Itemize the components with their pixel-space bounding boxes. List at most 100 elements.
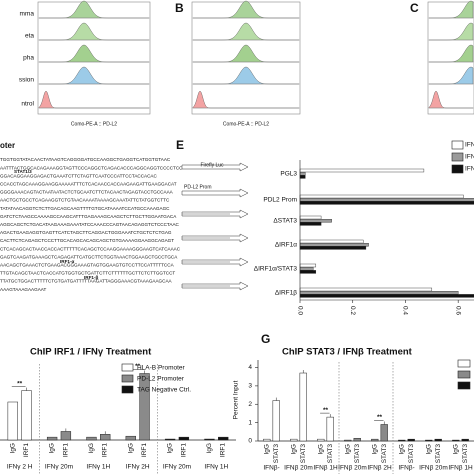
chart-title: ChIP IRF1 / IFNγ Treatment xyxy=(30,347,152,358)
x-tick-label: IgG xyxy=(9,443,16,453)
sequence-line: GAGTCAAGATGAAAGCTCAGAGATTCATGCTTCTGGTAAA… xyxy=(0,254,178,259)
legend-swatch xyxy=(451,140,464,150)
bar xyxy=(299,246,367,250)
sequence-line: AGACTGAAGAGGTGAGTTCATCTAGCTTCAGGACTGGGAA… xyxy=(0,230,172,235)
x-tick-label: IgG xyxy=(263,444,270,454)
group-label: IFNβ 20m xyxy=(419,465,448,472)
x-tick-label: IRF1 xyxy=(141,443,148,457)
x-tick-label: IgG xyxy=(344,444,351,454)
x-tick-label: IgG xyxy=(317,444,324,454)
panel-frame xyxy=(37,1,151,115)
bar xyxy=(46,436,58,441)
bar xyxy=(299,287,433,292)
sequence-line: TATATAACAGGTCTCTTGACAGCAAGTTTTGTGCATAAAA… xyxy=(0,206,170,211)
x-tick-label: IRF1 xyxy=(23,443,30,457)
x-tick-label: STAT3 xyxy=(354,444,361,464)
sequence-line: AACTGCTGCCTCAGAAGGTCTGTAACAAAATAAAAGCAAA… xyxy=(0,198,170,203)
group-label: IFNβ- xyxy=(398,465,414,472)
group-label: IFNβ 2H xyxy=(367,465,392,472)
significance: ** xyxy=(377,414,383,421)
x-tick-label: STAT3 xyxy=(273,444,280,464)
chart-title: ChIP STAT3 / IFNβ Treatment xyxy=(282,347,413,358)
x-tick-label: 0.6 xyxy=(454,306,461,315)
bar xyxy=(452,439,460,442)
bar xyxy=(326,416,334,442)
bar xyxy=(299,294,474,298)
sequence-line: AATTTACTGGCACAGAAAGGTAGTTCCCAGGCTCAGACAC… xyxy=(0,165,183,170)
bar xyxy=(299,175,306,179)
legend-label: TAG Negative Ctrl. xyxy=(137,387,191,394)
y-tick-label: 4 xyxy=(248,364,252,371)
sequence-line: CACTTCTCAGAGCTCCCTTGCACAGCACAGCAGCTGTGAA… xyxy=(0,238,174,243)
row-label: ssion xyxy=(19,77,35,84)
legend-label: HLA-B Promoter xyxy=(137,365,186,372)
row-label: ntrol xyxy=(21,101,34,108)
category-label: ΔIRF1α/STAT3 xyxy=(254,266,298,273)
bar xyxy=(164,438,176,441)
x-tick-label: STAT3 xyxy=(408,444,415,464)
bar xyxy=(290,438,298,442)
sequence-line: AAAGTAAAGAAGAAT xyxy=(0,287,46,292)
legend-label: IFN xyxy=(465,166,474,173)
sequence-line: TGGTGGTATACAACTATAAGTCAGGGGATGCCAAGGCTGA… xyxy=(0,157,171,162)
bar xyxy=(263,438,271,442)
sequence-line: CCACCTAGCAAAGGAAGGAAAAATTTCTCACAACCACCAA… xyxy=(0,182,177,187)
legend-swatch xyxy=(121,374,134,383)
legend-label: IFN xyxy=(465,154,474,161)
x-tick-label: IgG xyxy=(49,443,56,453)
bar xyxy=(299,171,306,176)
bar xyxy=(299,239,364,244)
legend-swatch xyxy=(451,164,464,174)
bar xyxy=(125,435,136,441)
bar xyxy=(299,222,322,226)
legend-label: PD-L2 Promoter xyxy=(137,376,185,383)
legend-label: IFN xyxy=(465,142,474,149)
bar xyxy=(21,390,32,441)
x-tick-label: IRF1 xyxy=(102,443,109,457)
category-label: ΔIRF1α xyxy=(275,242,297,249)
x-tick-label: IgG xyxy=(398,444,405,454)
x-tick-label: STAT3 xyxy=(435,444,442,464)
group-label: IFNβ- xyxy=(263,465,279,472)
construct-arrow xyxy=(181,188,249,198)
binding-site: STAT1/3 xyxy=(14,169,32,174)
bar xyxy=(461,438,469,442)
bar xyxy=(299,194,464,199)
bar xyxy=(398,439,406,442)
panel-letter: B xyxy=(175,1,184,15)
bar xyxy=(299,267,314,271)
bar xyxy=(204,438,215,441)
group-label: IFNγ 2H xyxy=(126,464,150,471)
group-label: IFNγ 20m xyxy=(45,464,73,471)
group-label: IFNγ 2 H xyxy=(7,464,33,471)
sequence-line: GATCTCTAAGCCAAAAGCCAAGCATTTGAGAAAGCAAGCT… xyxy=(0,214,177,219)
bar xyxy=(299,242,369,247)
x-tick-label: IgG xyxy=(167,443,174,453)
axis-label: Como-PE-A :: PD-L2 xyxy=(71,121,117,127)
bar xyxy=(299,291,459,295)
construct-arrow xyxy=(181,162,249,172)
x-tick-label: IRF1 xyxy=(180,443,187,457)
sequence-line: CTCACAGCACTAACCACCACTTTTTCACAGCTCCAAGGAA… xyxy=(0,246,181,251)
x-tick-label: IgG xyxy=(371,444,378,454)
panel-letter: G xyxy=(261,332,270,346)
category-label: ΔSTAT3 xyxy=(273,218,297,225)
bar xyxy=(344,439,352,442)
bar xyxy=(299,215,322,220)
x-tick-label: STAT3 xyxy=(462,444,469,464)
x-tick-label: STAT3 xyxy=(300,444,307,464)
bar xyxy=(380,424,388,442)
x-tick-label: IgG xyxy=(206,443,213,453)
x-tick-label: 0.0 xyxy=(296,306,303,315)
y-tick-label: 3 xyxy=(248,383,252,390)
significance: ** xyxy=(323,407,329,414)
binding-site: IRF1-α xyxy=(60,259,74,264)
x-tick-label: IgG xyxy=(452,444,459,454)
bar xyxy=(7,401,18,441)
legend-swatch xyxy=(457,370,471,379)
category-label: PGL3 xyxy=(280,171,297,178)
bar xyxy=(317,438,325,442)
bar xyxy=(299,168,425,173)
category-label: ΔIRF1β xyxy=(275,290,297,297)
y-tick-label: 0 xyxy=(248,438,252,445)
